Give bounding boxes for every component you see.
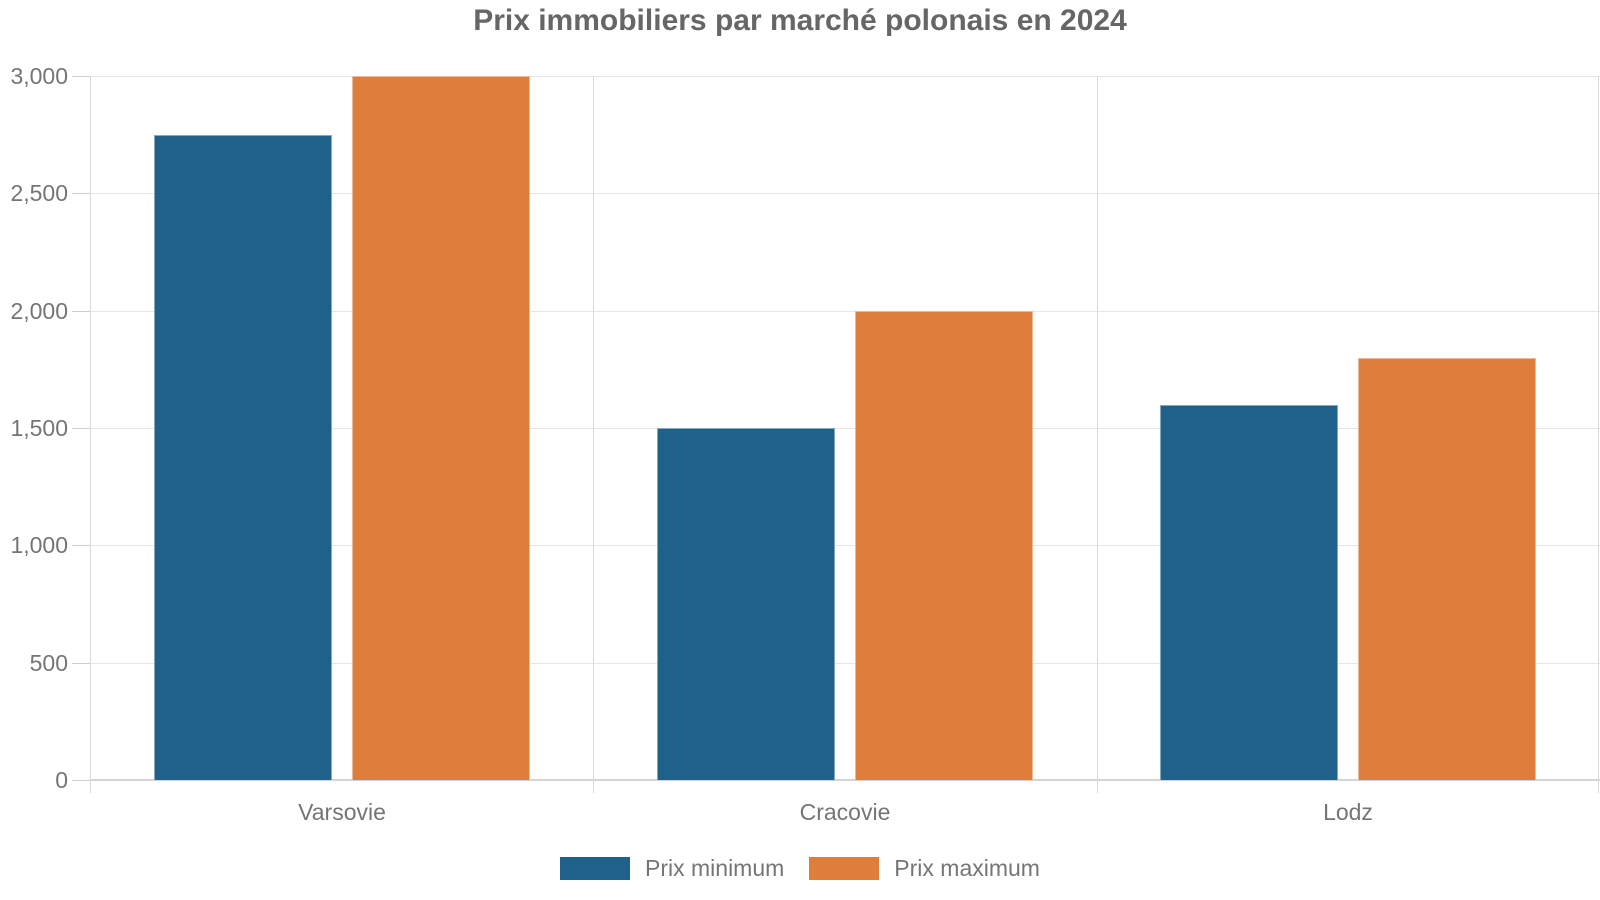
bar-varsovie-prix-maximum[interactable] [352,76,530,780]
y-tick-label-1500: 1,500 [10,415,68,441]
legend-item-prix-maximum[interactable]: Prix maximum [809,852,1040,884]
y-tick-0 [72,780,90,781]
legend-swatch-prix-minimum [560,856,631,880]
legend: Prix minimum Prix maximum [0,852,1600,884]
gridline-y-2500 [90,193,1600,194]
gridline-y-2000 [90,311,1600,312]
category-boundary-1 [593,76,594,793]
y-tick-1000 [72,545,90,546]
bar-cracovie-prix-maximum[interactable] [855,311,1033,780]
y-tick-label-2500: 2,500 [10,180,68,206]
legend-label-prix-minimum: Prix minimum [645,855,785,881]
category-boundary-3 [1598,76,1599,793]
bar-lodz-prix-minimum[interactable] [1160,405,1338,780]
bar-varsovie-prix-minimum[interactable] [154,135,332,780]
gridline-y-500 [90,663,1600,664]
chart-title: Prix immobiliers par marché polonais en … [473,4,1127,37]
legend-item-prix-minimum[interactable]: Prix minimum [560,852,784,884]
x-label-varsovie: Varsovie [298,799,386,825]
x-label-lodz: Lodz [1323,799,1373,825]
x-axis-line [90,779,1600,781]
legend-swatch-prix-maximum [809,856,880,880]
gridline-y-3000 [90,76,1600,77]
y-tick-label-1000: 1,000 [10,532,68,558]
y-tick-label-500: 500 [29,650,68,676]
y-tick-label-2000: 2,000 [10,298,68,324]
category-boundary-2 [1097,76,1098,793]
y-axis-line [90,76,91,793]
bar-cracovie-prix-minimum[interactable] [657,428,835,780]
y-tick-500 [72,663,90,664]
bar-lodz-prix-maximum[interactable] [1358,358,1536,780]
y-tick-label-0: 0 [55,767,68,793]
y-tick-3000 [72,76,90,77]
y-tick-2500 [72,193,90,194]
y-tick-label-3000: 3,000 [10,63,68,89]
x-label-cracovie: Cracovie [799,799,891,825]
legend-label-prix-maximum: Prix maximum [894,855,1040,881]
gridline-y-1500 [90,428,1600,429]
y-tick-1500 [72,428,90,429]
gridline-y-1000 [90,545,1600,546]
y-tick-2000 [72,311,90,312]
